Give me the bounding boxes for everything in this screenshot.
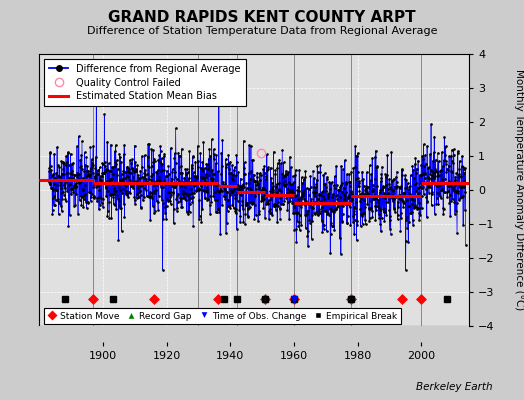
Legend: Station Move, Record Gap, Time of Obs. Change, Empirical Break: Station Move, Record Gap, Time of Obs. C… — [44, 308, 401, 324]
Text: Difference of Station Temperature Data from Regional Average: Difference of Station Temperature Data f… — [87, 26, 437, 36]
Text: Berkeley Earth: Berkeley Earth — [416, 382, 493, 392]
Y-axis label: Monthly Temperature Anomaly Difference (°C): Monthly Temperature Anomaly Difference (… — [514, 69, 524, 311]
Text: GRAND RAPIDS KENT COUNTY ARPT: GRAND RAPIDS KENT COUNTY ARPT — [108, 10, 416, 25]
